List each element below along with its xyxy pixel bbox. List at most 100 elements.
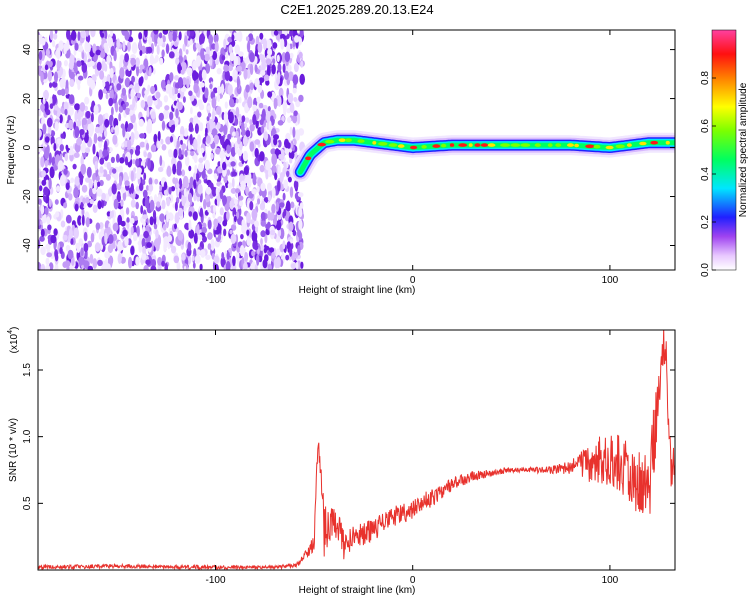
noise-speck xyxy=(171,245,177,254)
noise-speck xyxy=(119,157,125,164)
noise-speck xyxy=(276,54,280,63)
noise-speck xyxy=(200,249,206,258)
noise-speck xyxy=(78,256,84,266)
noise-speck xyxy=(43,90,49,99)
noise-speck xyxy=(97,181,101,187)
noise-speck xyxy=(141,179,146,186)
noise-speck xyxy=(219,150,226,160)
noise-speck xyxy=(268,120,272,133)
noise-speck xyxy=(267,263,272,270)
noise-speck xyxy=(52,40,56,48)
noise-speck xyxy=(225,261,231,270)
noise-speck xyxy=(197,142,200,154)
noise-speck xyxy=(93,179,97,191)
noise-speck xyxy=(161,49,165,58)
noise-speck xyxy=(98,149,103,158)
noise-speck xyxy=(157,35,164,47)
noise-speck xyxy=(121,142,125,148)
noise-speck xyxy=(249,119,253,126)
noise-speck xyxy=(176,240,182,246)
noise-speck xyxy=(120,199,124,207)
noise-speck xyxy=(287,116,292,123)
noise-speck xyxy=(265,160,271,171)
noise-speck xyxy=(239,245,245,257)
noise-speck xyxy=(92,43,97,54)
colorbar: 0.0 0.2 0.4 0.6 0.8 Normalized spectral ampl… xyxy=(700,29,749,277)
noise-speck xyxy=(130,199,136,208)
noise-speck xyxy=(259,244,265,251)
noise-speck xyxy=(176,140,180,148)
noise-speck xyxy=(139,182,144,192)
noise-speck xyxy=(220,256,226,268)
noise-speck xyxy=(99,157,105,165)
noise-speck xyxy=(259,202,266,211)
signal-peak xyxy=(432,144,441,148)
noise-speck xyxy=(134,130,139,140)
noise-speck xyxy=(159,100,163,108)
noise-speck xyxy=(67,249,74,260)
noise-speck xyxy=(247,41,251,53)
signal-peak xyxy=(500,143,511,147)
noise-speck xyxy=(215,147,221,155)
noise-speck xyxy=(292,114,298,124)
noise-speck xyxy=(174,223,177,230)
noise-speck xyxy=(136,167,142,175)
noise-speck xyxy=(152,210,157,220)
noise-speck xyxy=(144,73,149,81)
signal-peak xyxy=(555,143,562,147)
noise-speck xyxy=(97,114,104,126)
noise-speck xyxy=(242,150,248,162)
noise-speck xyxy=(266,182,272,192)
noise-speck xyxy=(54,199,59,205)
noise-speck xyxy=(76,60,82,67)
noise-speck xyxy=(83,242,89,253)
noise-speck xyxy=(122,229,128,237)
noise-speck xyxy=(181,253,186,261)
noise-speck xyxy=(111,106,114,116)
noise-speck xyxy=(87,123,91,132)
noise-speck xyxy=(263,74,270,82)
noise-speck xyxy=(94,126,100,134)
noise-speck xyxy=(172,163,177,175)
noise-speck xyxy=(262,38,268,51)
spectrogram-y-ticks: -40 -20 0 20 40 xyxy=(22,44,675,253)
noise-speck xyxy=(207,232,213,240)
noise-speck xyxy=(300,60,304,68)
noise-speck xyxy=(272,113,277,120)
noise-speck xyxy=(290,106,295,113)
noise-speck xyxy=(267,91,273,98)
noise-speck xyxy=(98,124,104,134)
noise-speck xyxy=(38,69,42,77)
noise-speck xyxy=(160,138,164,145)
noise-speck xyxy=(74,103,81,111)
noise-speck xyxy=(216,86,222,94)
noise-speck xyxy=(153,133,158,144)
noise-speck xyxy=(147,84,151,92)
noise-speck xyxy=(297,192,304,198)
noise-speck xyxy=(44,207,49,215)
y-tick-label: 20 xyxy=(22,93,33,105)
noise-speck xyxy=(260,230,266,238)
noise-speck xyxy=(40,204,45,215)
noise-speck xyxy=(219,189,224,200)
noise-speck xyxy=(241,129,246,136)
noise-speck xyxy=(170,186,176,192)
noise-speck xyxy=(42,123,47,135)
noise-speck xyxy=(230,224,237,231)
noise-speck xyxy=(144,94,148,101)
noise-speck xyxy=(181,143,187,150)
signal-peak xyxy=(388,143,398,147)
noise-speck xyxy=(39,235,45,242)
noise-speck xyxy=(110,30,114,37)
noise-speck xyxy=(172,31,177,42)
noise-speck xyxy=(126,41,131,52)
signal-peak xyxy=(605,145,614,150)
noise-speck xyxy=(291,252,296,261)
noise-speck xyxy=(47,70,53,82)
noise-speck xyxy=(45,243,51,250)
noise-speck xyxy=(211,97,217,109)
signal-peak xyxy=(480,143,489,147)
noise-speck xyxy=(44,147,50,160)
noise-speck xyxy=(237,31,243,42)
